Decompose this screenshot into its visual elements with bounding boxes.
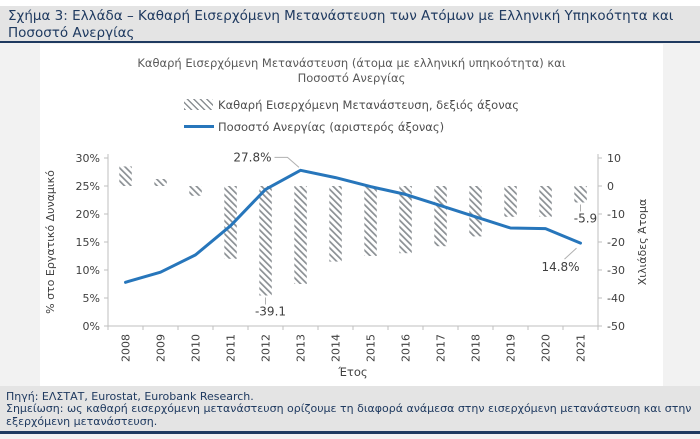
legend-label-net-migration: Καθαρή Εισερχόμενη Μετανάστευση, δεξιός …: [218, 97, 519, 112]
svg-text:2016: 2016: [400, 334, 413, 362]
figure-title-line-2: Ποσοστό Ανεργίας: [8, 25, 135, 42]
svg-text:20%: 20%: [76, 208, 100, 221]
chart-title-line-2: Ποσοστό Ανεργίας: [297, 71, 406, 86]
svg-text:0%: 0%: [83, 320, 100, 333]
svg-text:10: 10: [607, 152, 621, 165]
chart-panel: Καθαρή Εισερχόμενη Μετανάστευση (άτομα μ…: [40, 43, 663, 386]
svg-text:2013: 2013: [295, 334, 308, 362]
line-series-unemployment: [124, 168, 582, 284]
svg-text:2011: 2011: [225, 334, 238, 362]
chart-title-line-1: Καθαρή Εισερχόμενη Μετανάστευση (άτομα μ…: [137, 55, 566, 70]
svg-text:25%: 25%: [76, 180, 100, 193]
legend-item-net-migration: Καθαρή Εισερχόμενη Μετανάστευση, δεξιός …: [184, 94, 519, 116]
left-axis-tick-labels: 0% 5% 10% 15% 20% 25% 30%: [76, 152, 100, 333]
bar-series-net-migration: [119, 165, 587, 295]
x-axis-tick-labels: 2008 2009 2010 2011 2012 2013 2014 2015 2016 2017…: [120, 334, 588, 362]
svg-text:0: 0: [607, 180, 614, 193]
right-axis-title: Χιλιάδες Άτομα: [636, 198, 649, 285]
svg-text:2018: 2018: [470, 334, 483, 362]
svg-text:30%: 30%: [76, 152, 100, 165]
svg-text:2021: 2021: [575, 334, 588, 362]
footer-source: Πηγή: ΕΛΣΤΑΤ, Eurostat, Eurobank Researc…: [6, 389, 254, 403]
svg-text:27.8%: 27.8%: [233, 150, 271, 164]
svg-text:-10: -10: [607, 208, 625, 221]
annotations: 27.8% -39.1 -5.9 14.8%: [233, 150, 597, 318]
svg-text:14.8%: 14.8%: [541, 260, 579, 274]
legend-label-unemployment: Ποσοστό Ανεργίας (αριστερός άξονας): [218, 119, 445, 134]
svg-text:10%: 10%: [76, 264, 100, 277]
figure-title-line-1: Σχήμα 3: Ελλάδα – Καθαρή Εισερχόμενη Μετ…: [8, 8, 674, 24]
svg-text:2015: 2015: [365, 334, 378, 362]
svg-text:-5.9: -5.9: [574, 211, 597, 225]
svg-text:2017: 2017: [435, 334, 448, 362]
svg-text:15%: 15%: [76, 236, 100, 249]
svg-text:2010: 2010: [190, 334, 203, 362]
axes: [104, 153, 602, 330]
svg-text:-20: -20: [607, 236, 625, 249]
svg-text:2008: 2008: [120, 334, 133, 362]
svg-text:2020: 2020: [540, 334, 553, 362]
svg-text:2009: 2009: [155, 334, 168, 362]
legend-item-unemployment: Ποσοστό Ανεργίας (αριστερός άξονας): [184, 116, 519, 138]
svg-text:2014: 2014: [330, 334, 343, 362]
hatched-bar-swatch-icon: [184, 99, 214, 110]
figure-header: Σχήμα 3: Ελλάδα – Καθαρή Εισερχόμενη Μετ…: [0, 6, 700, 43]
svg-text:-40: -40: [607, 292, 625, 305]
svg-text:2019: 2019: [505, 334, 518, 362]
svg-text:5%: 5%: [83, 292, 100, 305]
svg-text:-39.1: -39.1: [255, 304, 286, 318]
footer-note: Σημείωση: ως καθαρή εισερχόμενη μετανάστ…: [6, 402, 692, 429]
svg-text:-30: -30: [607, 264, 625, 277]
chart-title: Καθαρή Εισερχόμενη Μετανάστευση (άτομα μ…: [40, 56, 663, 87]
figure-footer: Πηγή: ΕΛΣΤΑΤ, Eurostat, Eurobank Researc…: [0, 385, 700, 434]
right-axis-tick-labels: 10 0 -10 -20 -30 -40 -50: [607, 152, 625, 333]
svg-text:-50: -50: [607, 320, 625, 333]
x-axis-title: Έτος: [337, 365, 367, 379]
legend: Καθαρή Εισερχόμενη Μετανάστευση, δεξιός …: [40, 94, 663, 138]
svg-text:2012: 2012: [260, 334, 273, 362]
blue-line-swatch-icon: [184, 125, 215, 128]
left-axis-title: % στο Εργατικό Δυναμικό: [44, 169, 57, 313]
